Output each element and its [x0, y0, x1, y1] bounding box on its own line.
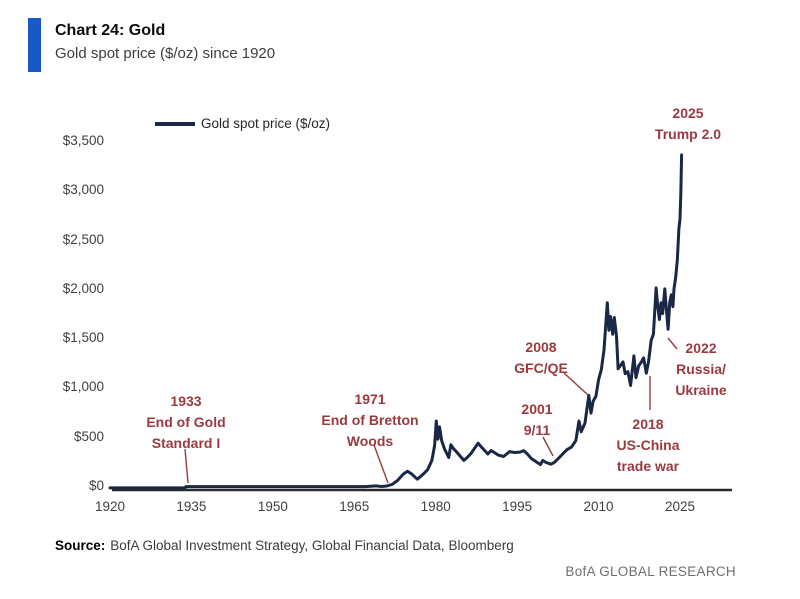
annotation-pointer-gfc-qe — [563, 372, 589, 396]
annotation-pointer-nine-eleven — [542, 436, 554, 457]
chart-title: Chart 24: Gold — [55, 22, 166, 39]
gold-price-line — [108, 153, 684, 490]
legend-line-swatch — [155, 121, 195, 126]
annotation-pointer-bretton-woods — [373, 444, 389, 484]
annotation-pointer-russia-ukraine — [667, 337, 678, 350]
title-accent-bar — [28, 18, 41, 72]
legend-label: Gold spot price ($/oz) — [201, 116, 331, 131]
source-line: Source: BofA Global Investment Strategy, … — [55, 538, 514, 553]
legend: Gold spot price ($/oz) — [155, 116, 330, 131]
chart-subtitle: Gold spot price ($/oz) since 1920 — [55, 45, 276, 62]
brand-text: BofA GLOBAL RESEARCH — [565, 564, 736, 579]
source-prefix: Source: — [55, 538, 106, 553]
source-text: BofA Global Investment Strategy, Global … — [110, 538, 514, 553]
annotation-pointer-gold-standard — [184, 448, 189, 484]
